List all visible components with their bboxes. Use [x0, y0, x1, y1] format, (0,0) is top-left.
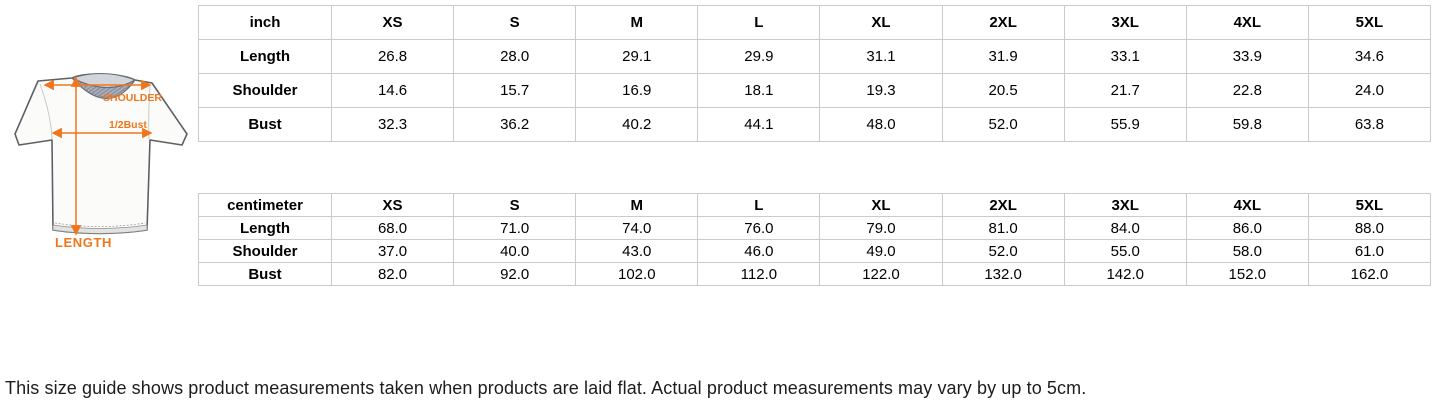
value-cell: 49.0 — [819, 239, 943, 263]
value-cell: 76.0 — [697, 216, 821, 240]
tshirt-diagram-svg: SHOULDER 1/2Bust LENGTH — [14, 72, 188, 250]
measure-row: Shoulder 37.0 40.0 43.0 46.0 49.0 52.0 55.0 58.0… — [198, 239, 1432, 263]
value-cell: 63.8 — [1307, 107, 1432, 142]
value-cell: 61.0 — [1307, 239, 1432, 263]
value-cell: 18.1 — [697, 73, 821, 108]
size-header-cell: XL — [819, 5, 943, 40]
measure-row: Length 26.8 28.0 29.1 29.9 31.1 31.9 33.1 33.9 34… — [198, 39, 1432, 74]
size-header-cell: M — [575, 5, 699, 40]
value-cell: 40.0 — [453, 239, 577, 263]
value-cell: 142.0 — [1063, 262, 1187, 286]
size-table-centimeter: centimeter XS S M L XL 2XL 3XL 4XL 5XL Length 68.0 7… — [198, 193, 1432, 286]
value-cell: 46.0 — [697, 239, 821, 263]
value-cell: 52.0 — [941, 239, 1065, 263]
value-cell: 71.0 — [453, 216, 577, 240]
unit-header-cell: inch — [198, 5, 332, 40]
value-cell: 55.9 — [1063, 107, 1187, 142]
value-cell: 15.7 — [453, 73, 577, 108]
value-cell: 20.5 — [941, 73, 1065, 108]
row-label-cell: Shoulder — [198, 239, 332, 263]
hem-stitch — [54, 222, 146, 227]
value-cell: 82.0 — [330, 262, 455, 286]
value-cell: 33.9 — [1185, 39, 1309, 74]
value-cell: 24.0 — [1307, 73, 1432, 108]
size-header-cell: S — [453, 193, 577, 217]
size-header-cell: XS — [330, 5, 455, 40]
value-cell: 44.1 — [697, 107, 821, 142]
value-cell: 31.1 — [819, 39, 943, 74]
value-cell: 55.0 — [1063, 239, 1187, 263]
size-header-cell: L — [697, 5, 821, 40]
value-cell: 74.0 — [575, 216, 699, 240]
size-header-cell: 2XL — [941, 193, 1065, 217]
value-cell: 19.3 — [819, 73, 943, 108]
row-label-cell: Shoulder — [198, 73, 332, 108]
header-row: inch XS S M L XL 2XL 3XL 4XL 5XL — [198, 5, 1432, 40]
value-cell: 84.0 — [1063, 216, 1187, 240]
value-cell: 29.1 — [575, 39, 699, 74]
value-cell: 31.9 — [941, 39, 1065, 74]
value-cell: 58.0 — [1185, 239, 1309, 263]
value-cell: 112.0 — [697, 262, 821, 286]
measure-row: Bust 32.3 36.2 40.2 44.1 48.0 52.0 55.9 59.8 63.8 — [198, 107, 1432, 142]
size-table-inch: inch XS S M L XL 2XL 3XL 4XL 5XL Length 26.8 28.0 29.… — [198, 5, 1432, 142]
value-cell: 81.0 — [941, 216, 1065, 240]
value-cell: 32.3 — [330, 107, 455, 142]
tshirt-diagram: SHOULDER 1/2Bust LENGTH — [5, 62, 195, 252]
size-header-cell: S — [453, 5, 577, 40]
value-cell: 43.0 — [575, 239, 699, 263]
row-label-cell: Length — [198, 216, 332, 240]
value-cell: 33.1 — [1063, 39, 1187, 74]
size-header-cell: 5XL — [1307, 5, 1432, 40]
value-cell: 14.6 — [330, 73, 455, 108]
value-cell: 152.0 — [1185, 262, 1309, 286]
size-header-cell: 4XL — [1185, 5, 1309, 40]
value-cell: 37.0 — [330, 239, 455, 263]
size-header-cell: 2XL — [941, 5, 1065, 40]
size-guide-note: This size guide shows product measuremen… — [5, 378, 1087, 398]
value-cell: 88.0 — [1307, 216, 1432, 240]
value-cell: 29.9 — [697, 39, 821, 74]
size-header-cell: XL — [819, 193, 943, 217]
row-label-cell: Bust — [198, 262, 332, 286]
value-cell: 102.0 — [575, 262, 699, 286]
value-cell: 132.0 — [941, 262, 1065, 286]
measure-row: Shoulder 14.6 15.7 16.9 18.1 19.3 20.5 21.7 22.8… — [198, 73, 1432, 108]
header-row: centimeter XS S M L XL 2XL 3XL 4XL 5XL — [198, 193, 1432, 217]
measure-row: Length 68.0 71.0 74.0 76.0 79.0 81.0 84.0 86.0 88… — [198, 216, 1432, 240]
value-cell: 34.6 — [1307, 39, 1432, 74]
size-header-cell: XS — [330, 193, 455, 217]
size-header-cell: 3XL — [1063, 193, 1187, 217]
value-cell: 86.0 — [1185, 216, 1309, 240]
value-cell: 22.8 — [1185, 73, 1309, 108]
length-label: LENGTH — [55, 235, 112, 250]
value-cell: 52.0 — [941, 107, 1065, 142]
value-cell: 28.0 — [453, 39, 577, 74]
size-header-cell: L — [697, 193, 821, 217]
value-cell: 92.0 — [453, 262, 577, 286]
value-cell: 36.2 — [453, 107, 577, 142]
value-cell: 26.8 — [330, 39, 455, 74]
value-cell: 162.0 — [1307, 262, 1432, 286]
value-cell: 59.8 — [1185, 107, 1309, 142]
size-header-cell: 5XL — [1307, 193, 1432, 217]
value-cell: 48.0 — [819, 107, 943, 142]
value-cell: 40.2 — [575, 107, 699, 142]
value-cell: 68.0 — [330, 216, 455, 240]
shoulder-label: SHOULDER — [103, 92, 162, 104]
half-bust-label: 1/2Bust — [109, 119, 147, 131]
value-cell: 122.0 — [819, 262, 943, 286]
row-label-cell: Length — [198, 39, 332, 74]
value-cell: 16.9 — [575, 73, 699, 108]
size-header-cell: 4XL — [1185, 193, 1309, 217]
size-header-cell: 3XL — [1063, 5, 1187, 40]
row-label-cell: Bust — [198, 107, 332, 142]
value-cell: 79.0 — [819, 216, 943, 240]
size-header-cell: M — [575, 193, 699, 217]
unit-header-cell: centimeter — [198, 193, 332, 217]
value-cell: 21.7 — [1063, 73, 1187, 108]
measure-row: Bust 82.0 92.0 102.0 112.0 122.0 132.0 142.0 152… — [198, 262, 1432, 286]
